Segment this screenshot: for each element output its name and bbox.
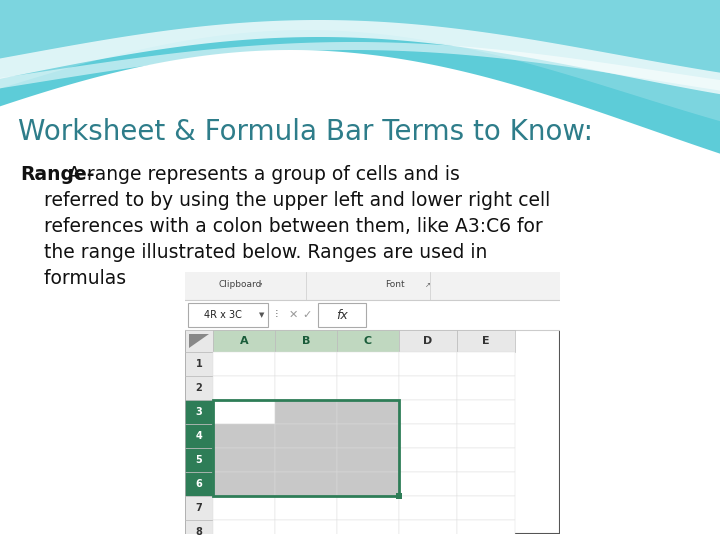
Text: referred to by using the upper left and lower right cell: referred to by using the upper left and … — [20, 191, 550, 210]
Bar — [275, 424, 337, 448]
Bar — [337, 472, 399, 496]
Bar — [457, 520, 515, 540]
Text: Clipboard: Clipboard — [218, 280, 261, 289]
Bar — [399, 448, 457, 472]
Bar — [213, 448, 275, 472]
Bar — [275, 376, 337, 400]
Bar — [213, 376, 275, 400]
Bar — [275, 496, 337, 520]
Bar — [457, 330, 515, 352]
Bar — [213, 472, 275, 496]
Bar — [275, 448, 337, 472]
Text: ✕: ✕ — [288, 310, 297, 320]
Bar — [337, 448, 399, 472]
Text: 7: 7 — [196, 503, 202, 513]
Bar — [275, 520, 337, 540]
Text: 5: 5 — [196, 455, 202, 465]
Text: Range-: Range- — [20, 165, 94, 184]
Bar — [399, 472, 457, 496]
Bar — [185, 496, 213, 520]
Bar — [457, 376, 515, 400]
Bar — [457, 472, 515, 496]
Bar — [213, 496, 275, 520]
Bar — [399, 520, 457, 540]
Polygon shape — [0, 42, 720, 91]
Bar — [457, 448, 515, 472]
Text: ⁝: ⁝ — [275, 310, 279, 320]
Text: Worksheet & Formula Bar Terms to Know:: Worksheet & Formula Bar Terms to Know: — [18, 118, 593, 146]
Text: D: D — [423, 336, 433, 346]
Bar — [185, 424, 213, 448]
Bar — [185, 400, 213, 424]
Bar — [185, 330, 213, 352]
Bar — [185, 352, 213, 376]
Text: A: A — [240, 336, 248, 346]
Text: C: C — [364, 336, 372, 346]
Bar — [337, 352, 399, 376]
Text: B: B — [302, 336, 310, 346]
Polygon shape — [189, 334, 209, 348]
Bar — [399, 496, 457, 520]
Bar — [457, 352, 515, 376]
Bar — [275, 400, 337, 424]
Polygon shape — [0, 20, 720, 94]
Bar — [318, 303, 366, 327]
Bar — [213, 330, 275, 352]
Bar — [185, 376, 213, 400]
Text: 2: 2 — [196, 383, 202, 393]
Text: fx: fx — [336, 308, 348, 321]
Bar — [337, 400, 399, 424]
Text: E: E — [482, 336, 490, 346]
Text: 1: 1 — [196, 359, 202, 369]
Bar — [399, 330, 457, 352]
Bar — [213, 424, 275, 448]
Bar — [185, 300, 560, 330]
Bar — [213, 400, 399, 496]
Bar — [337, 496, 399, 520]
Bar — [275, 352, 337, 376]
Bar — [185, 472, 213, 496]
Bar — [213, 400, 275, 424]
Bar — [188, 303, 268, 327]
Polygon shape — [0, 0, 720, 154]
Bar — [337, 330, 399, 352]
Bar — [185, 520, 213, 540]
Polygon shape — [0, 0, 720, 121]
Bar — [213, 520, 275, 540]
Bar — [275, 330, 337, 352]
Text: A range represents a group of cells and is: A range represents a group of cells and … — [20, 165, 460, 184]
Bar — [396, 493, 402, 499]
Text: 4R x 3C: 4R x 3C — [204, 310, 242, 320]
Text: 8: 8 — [196, 527, 202, 537]
Text: ▼: ▼ — [259, 312, 265, 318]
Bar — [213, 352, 275, 376]
Bar — [337, 424, 399, 448]
Text: ↗: ↗ — [257, 281, 263, 288]
Bar — [337, 376, 399, 400]
Text: ✓: ✓ — [302, 310, 312, 320]
Text: formulas: formulas — [20, 269, 126, 288]
Text: 4: 4 — [196, 431, 202, 441]
Text: ↗: ↗ — [425, 281, 431, 288]
Text: Font: Font — [385, 280, 405, 289]
Bar — [399, 400, 457, 424]
Bar — [337, 520, 399, 540]
Text: the range illustrated below. Ranges are used in: the range illustrated below. Ranges are … — [20, 243, 487, 262]
Bar — [275, 472, 337, 496]
Bar — [457, 400, 515, 424]
Bar — [185, 448, 213, 472]
Bar — [399, 352, 457, 376]
Text: 3: 3 — [196, 407, 202, 417]
Bar — [185, 272, 560, 300]
Text: 6: 6 — [196, 479, 202, 489]
Text: references with a colon between them, like A3:C6 for: references with a colon between them, li… — [20, 217, 543, 236]
Bar — [457, 496, 515, 520]
Bar — [399, 376, 457, 400]
Bar — [399, 424, 457, 448]
Bar — [457, 424, 515, 448]
